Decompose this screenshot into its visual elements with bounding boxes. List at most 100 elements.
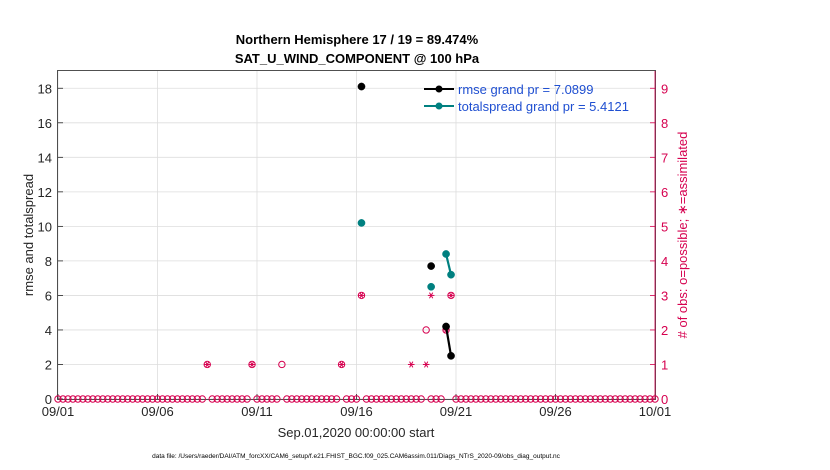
- x-tick-label: 10/01: [639, 404, 672, 419]
- chart-subtitle: SAT_U_WIND_COMPONENT @ 100 hPa: [235, 51, 480, 66]
- obs-possible-marker: [322, 395, 331, 403]
- obs-assimilated-marker: [203, 361, 211, 368]
- obs-possible-marker: [218, 395, 226, 403]
- obs-possible-marker: [128, 395, 137, 403]
- obs-possible-marker: [168, 395, 177, 403]
- x-axis-label: Sep.01,2020 00:00:00 start: [278, 425, 435, 440]
- y2-tick-label: 8: [661, 116, 668, 131]
- obs-possible-marker: [79, 395, 87, 403]
- rmse-point: [447, 351, 455, 360]
- obs-possible-marker: [213, 395, 221, 403]
- obs-possible-marker: [651, 395, 659, 403]
- obs-possible-marker: [308, 395, 316, 403]
- y2-tick-label: 9: [661, 81, 668, 96]
- x-tick-label: 09/26: [539, 404, 572, 419]
- obs-possible-marker: [521, 395, 530, 403]
- legend-rmse-label: rmse grand pr = 7.0899: [458, 82, 594, 97]
- y2-tick-label: 2: [661, 323, 668, 338]
- obs-possible-marker: [502, 395, 510, 403]
- obs-possible-marker: [347, 395, 356, 403]
- obs-possible-marker: [452, 395, 460, 403]
- obs-possible-marker: [412, 395, 420, 403]
- obs-possible-marker: [64, 395, 72, 403]
- plot-frame: [57, 70, 656, 400]
- y2-tick-label: 4: [661, 254, 668, 269]
- spread-point: [442, 250, 450, 258]
- x-tick-label: 09/01: [42, 404, 75, 419]
- obs-possible-marker: [148, 395, 157, 403]
- legend-spread-label: totalspread grand pr = 5.4121: [458, 99, 629, 114]
- obs-assimilated-stroke: [359, 292, 364, 299]
- obs-possible-marker: [561, 395, 570, 403]
- obs-assimilated-stroke: [249, 361, 255, 368]
- y2-tick-label: 1: [661, 357, 668, 372]
- spread-point: [447, 270, 455, 279]
- obs-possible-marker: [581, 395, 590, 403]
- obs-possible-marker: [541, 395, 550, 403]
- obs-possible-marker: [327, 395, 336, 403]
- obs-possible-marker: [288, 395, 296, 403]
- obs-possible-marker: [163, 395, 172, 403]
- obs-possible-marker: [626, 395, 634, 403]
- obs-possible-marker: [143, 395, 152, 403]
- obs-possible-marker: [606, 395, 614, 403]
- obs-possible-marker: [492, 395, 500, 403]
- obs-possible-marker: [556, 395, 565, 403]
- obs-assimilated-marker: [358, 292, 365, 299]
- obs-assimilated-stroke: [424, 361, 429, 368]
- obs-possible-marker: [382, 395, 391, 403]
- obs-possible-marker: [641, 395, 649, 403]
- obs-possible-marker: [576, 395, 585, 403]
- y-tick-label: 12: [38, 185, 52, 200]
- obs-possible-marker: [392, 395, 400, 403]
- obs-possible-marker: [591, 395, 599, 403]
- obs-possible-marker: [138, 395, 147, 403]
- legend-spread-marker: [435, 102, 443, 110]
- obs-possible-marker: [74, 395, 82, 403]
- obs-possible-marker: [158, 395, 167, 403]
- obs-possible-marker: [601, 395, 609, 403]
- obs-possible-marker: [243, 395, 251, 403]
- y2-tick-label: 7: [661, 150, 668, 165]
- obs-possible-marker: [258, 395, 266, 403]
- obs-possible-marker: [278, 360, 286, 369]
- obs-possible-marker: [546, 395, 555, 403]
- obs-possible-marker: [487, 395, 495, 403]
- obs-possible-marker: [482, 395, 490, 403]
- legend: rmse grand pr = 7.0899 totalspread grand…: [424, 82, 629, 114]
- obs-assimilated-marker: [422, 361, 430, 368]
- obs-assimilated-marker: [447, 292, 455, 299]
- obs-possible-marker: [611, 395, 619, 403]
- obs-possible-marker: [133, 395, 142, 403]
- obs-possible-marker: [516, 395, 525, 403]
- y-tick-label: 16: [38, 116, 52, 131]
- obs-possible-marker: [178, 395, 187, 403]
- grid: [57, 71, 656, 400]
- obs-possible-marker: [238, 395, 246, 403]
- obs-possible-marker: [89, 395, 97, 403]
- obs-possible-marker: [387, 395, 396, 403]
- obs-possible-marker: [472, 395, 480, 403]
- obs-possible-marker: [437, 395, 445, 403]
- obs-possible-marker: [512, 395, 520, 403]
- y2-tick-label: 3: [661, 288, 668, 303]
- y2-tick-label: 6: [661, 185, 668, 200]
- y-tick-label: 0: [45, 392, 52, 407]
- obs-count-markers: [54, 291, 659, 403]
- obs-possible-marker: [104, 395, 112, 403]
- obs-assimilated-stroke: [205, 361, 210, 368]
- y-tick-label: 8: [45, 254, 52, 269]
- obs-possible-marker: [417, 395, 425, 403]
- obs-possible-marker: [109, 395, 117, 403]
- obs-possible-marker: [298, 395, 306, 403]
- x-tick-label: 09/11: [241, 404, 273, 419]
- obs-possible-marker: [342, 395, 351, 403]
- obs-possible-marker: [636, 395, 644, 403]
- obs-possible-marker: [367, 395, 376, 403]
- obs-possible-marker: [233, 395, 241, 403]
- obs-possible-marker: [377, 395, 386, 403]
- obs-possible-marker: [571, 395, 580, 403]
- obs-possible-marker: [372, 395, 381, 403]
- obs-assimilated-marker: [427, 292, 435, 299]
- obs-possible-marker: [94, 395, 102, 403]
